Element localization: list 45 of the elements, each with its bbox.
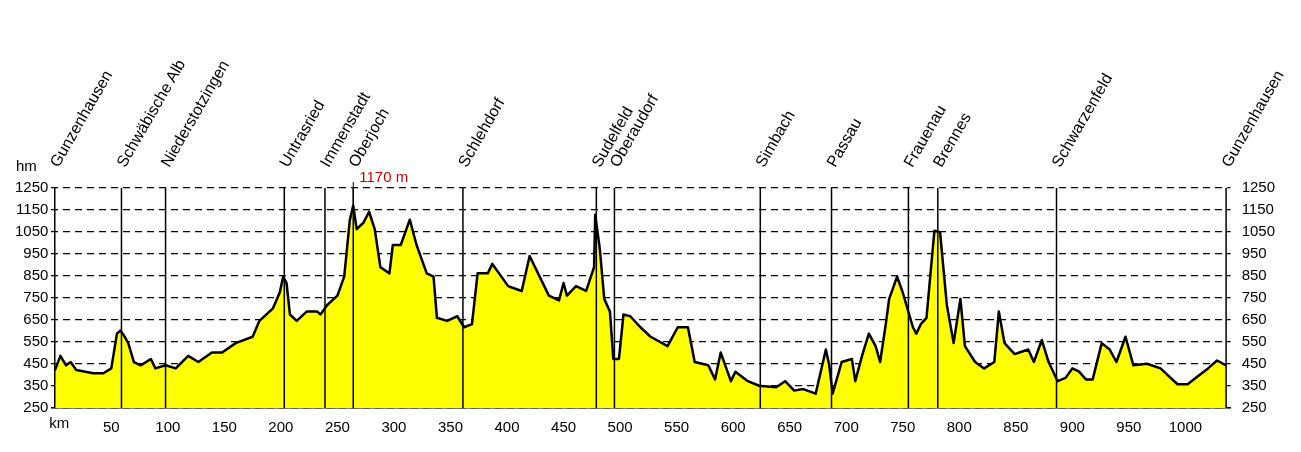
y-axis-title: hm <box>16 156 37 174</box>
y2-tick-label: 950 <box>1241 244 1267 262</box>
y-tick-label: 950 <box>23 244 49 262</box>
y-tick-label: 1050 <box>14 222 49 240</box>
y2-tick-label: 850 <box>1241 266 1267 284</box>
y2-tick-label: 1150 <box>1241 200 1274 218</box>
y-tick-label: 1250 <box>14 178 49 196</box>
y2-tick-label: 250 <box>1241 398 1267 416</box>
x-tick-label: 50 <box>102 418 120 436</box>
y2-tick-label: 350 <box>1241 376 1267 394</box>
x-tick-label: 1000 <box>1168 418 1203 436</box>
x-tick-label: 400 <box>494 418 520 436</box>
y-tick-label: 850 <box>23 266 49 284</box>
y-tick-label: 450 <box>23 354 49 372</box>
y-tick-label: 1150 <box>16 200 49 218</box>
x-tick-label: 150 <box>211 418 237 436</box>
y2-tick-label: 1050 <box>1241 222 1276 240</box>
x-tick-label: 250 <box>324 418 350 436</box>
y-tick-label: 550 <box>23 332 49 350</box>
x-tick-label: 600 <box>720 418 746 436</box>
x-tick-label: 200 <box>268 418 294 436</box>
x-tick-label: 850 <box>1003 418 1029 436</box>
y2-tick-label: 450 <box>1241 354 1267 372</box>
y2-tick-label: 750 <box>1241 288 1267 306</box>
x-tick-label: 450 <box>551 418 577 436</box>
y-tick-label: 650 <box>23 310 49 328</box>
x-tick-label: 350 <box>437 418 463 436</box>
annotation: 1170 m <box>359 167 409 185</box>
x-tick-label: 900 <box>1059 418 1085 436</box>
y-tick-label: 250 <box>23 398 49 416</box>
y2-tick-label: 1250 <box>1241 178 1276 196</box>
x-tick-label: 550 <box>664 418 690 436</box>
y-tick-label: 750 <box>23 288 49 306</box>
x-tick-label: 300 <box>381 418 407 436</box>
y2-tick-label: 650 <box>1241 310 1267 328</box>
x-axis-title: km <box>49 413 70 431</box>
x-tick-label: 650 <box>777 418 803 436</box>
x-tick-label: 700 <box>833 418 859 436</box>
x-tick-label: 950 <box>1116 418 1142 436</box>
x-tick-label: 100 <box>155 418 181 436</box>
y2-tick-label: 550 <box>1241 332 1267 350</box>
y-tick-label: 350 <box>23 376 49 394</box>
x-tick-label: 500 <box>607 418 633 436</box>
x-tick-label: 800 <box>946 418 972 436</box>
x-tick-label: 750 <box>890 418 916 436</box>
